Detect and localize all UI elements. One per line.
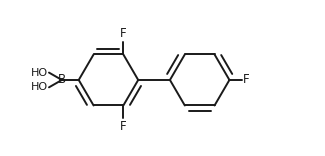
Text: B: B xyxy=(58,73,66,86)
Text: HO: HO xyxy=(31,82,48,92)
Text: F: F xyxy=(120,27,127,40)
Text: F: F xyxy=(120,120,127,133)
Text: F: F xyxy=(243,73,250,86)
Text: HO: HO xyxy=(31,68,48,78)
